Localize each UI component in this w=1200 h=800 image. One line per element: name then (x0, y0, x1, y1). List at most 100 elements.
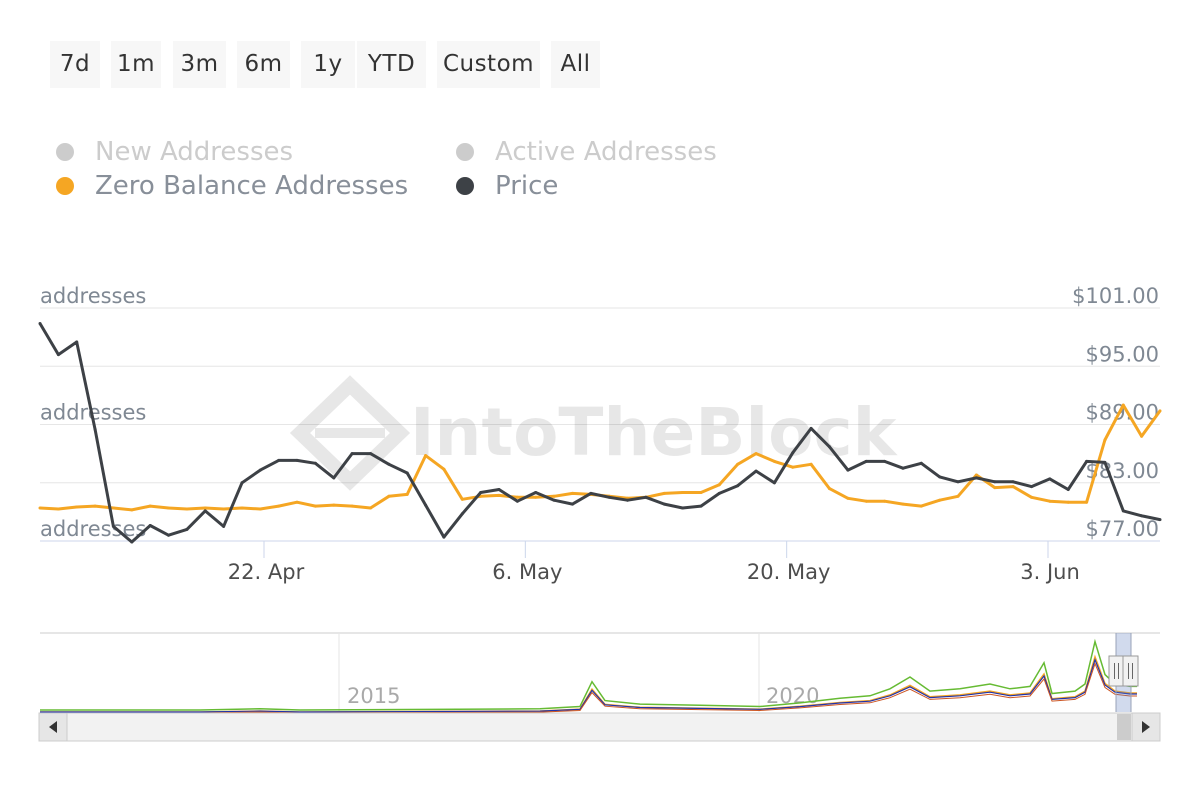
scrollbar-thumb[interactable] (1117, 714, 1131, 740)
data-point-price (589, 491, 593, 495)
range-button-3m[interactable]: 3m (173, 41, 226, 88)
range-button-7d[interactable]: 7d (50, 41, 100, 88)
data-point-zero-balance-addresses (846, 496, 850, 500)
navigator-handle[interactable] (1108, 655, 1125, 687)
data-point-zero-balance-addresses (1121, 403, 1125, 407)
range-button-custom[interactable]: Custom (437, 41, 540, 88)
data-point-zero-balance-addresses (974, 473, 978, 477)
data-point-zero-balance-addresses (791, 465, 795, 469)
data-point-zero-balance-addresses (864, 499, 868, 503)
range-button-1y[interactable]: 1y (301, 41, 355, 88)
data-point-price (809, 426, 813, 430)
legend-label: Active Addresses (495, 137, 717, 167)
data-point-price (295, 458, 299, 462)
data-point-zero-balance-addresses (662, 491, 666, 495)
legend-marker-icon (456, 177, 474, 195)
data-point-price (644, 495, 648, 499)
data-point-zero-balance-addresses (350, 504, 354, 508)
data-point-price (1158, 518, 1162, 522)
data-point-zero-balance-addresses (167, 506, 170, 510)
data-point-zero-balance-addresses (809, 462, 813, 466)
data-point-zero-balance-addresses (111, 506, 115, 510)
range-button-all[interactable]: All (551, 41, 600, 88)
x-axis-label: 22. Apr (228, 560, 305, 584)
handle-grip-icon (1108, 655, 1125, 687)
navigator-handle[interactable] (1122, 655, 1139, 687)
range-button-ytd[interactable]: YTD (357, 41, 426, 88)
data-point-zero-balance-addresses (38, 506, 42, 510)
data-point-zero-balance-addresses (424, 454, 428, 458)
data-point-price (534, 491, 538, 494)
left-axis-label: addresses (40, 517, 146, 541)
data-point-zero-balance-addresses (56, 507, 60, 511)
data-point-price (956, 480, 960, 484)
data-point-price (699, 504, 703, 508)
data-point-zero-balance-addresses (1030, 495, 1033, 499)
data-point-price (846, 468, 850, 472)
data-point-zero-balance-addresses (699, 491, 703, 494)
navigator-series-line (40, 654, 1137, 713)
data-point-price (607, 495, 611, 499)
legend-marker-icon (56, 177, 74, 195)
data-point-zero-balance-addresses (148, 504, 152, 508)
data-point-zero-balance-addresses (497, 493, 501, 497)
data-point-zero-balance-addresses (1066, 500, 1070, 504)
data-point-price (1121, 509, 1125, 513)
data-point-price (479, 491, 483, 494)
legend-label: Price (495, 171, 559, 201)
data-point-price (1085, 459, 1089, 463)
legend-label: Zero Balance Addresses (95, 171, 409, 201)
data-point-zero-balance-addresses (405, 492, 409, 496)
watermark-text: IntoTheBlock (410, 394, 899, 471)
left-axis-label: addresses (40, 284, 146, 308)
range-button-1m[interactable]: 1m (111, 41, 161, 88)
right-axis-label: $77.00 (1086, 517, 1159, 541)
data-point-price (993, 480, 997, 484)
legend-marker-icon (56, 143, 74, 161)
data-point-price (1066, 488, 1070, 491)
data-point-zero-balance-addresses (1140, 434, 1144, 438)
data-point-price (1048, 477, 1052, 481)
data-point-price (240, 481, 244, 485)
data-point-zero-balance-addresses (1158, 409, 1162, 413)
data-point-zero-balance-addresses (460, 497, 464, 501)
data-point-zero-balance-addresses (552, 494, 556, 498)
data-point-price (552, 498, 556, 502)
navigator-series-line (40, 638, 1137, 711)
data-point-price (736, 484, 740, 488)
x-axis-label: 3. Jun (1020, 560, 1080, 584)
data-point-zero-balance-addresses (258, 507, 262, 511)
legend-label: New Addresses (95, 137, 294, 167)
data-point-price (919, 461, 923, 465)
data-point-zero-balance-addresses (901, 502, 905, 506)
data-point-price (883, 459, 887, 463)
data-point-price (828, 445, 831, 449)
data-point-zero-balance-addresses (1011, 485, 1015, 489)
data-point-zero-balance-addresses (203, 506, 207, 510)
data-point-zero-balance-addresses (1048, 499, 1052, 503)
data-point-price (772, 481, 776, 485)
series-line-price (38, 322, 1161, 544)
data-point-zero-balance-addresses (277, 504, 281, 508)
data-point-price (938, 475, 942, 479)
data-point-price (130, 540, 134, 544)
data-point-price (864, 459, 868, 463)
data-point-zero-balance-addresses (240, 506, 244, 510)
data-point-zero-balance-addresses (332, 503, 336, 507)
data-point-zero-balance-addresses (736, 462, 740, 466)
data-point-zero-balance-addresses (295, 500, 299, 504)
data-point-price (203, 509, 207, 513)
data-point-zero-balance-addresses (313, 504, 317, 508)
data-point-zero-balance-addresses (534, 495, 538, 499)
data-point-price (277, 458, 281, 462)
data-point-zero-balance-addresses (222, 507, 226, 511)
range-button-6m[interactable]: 6m (237, 41, 290, 88)
data-point-zero-balance-addresses (754, 452, 758, 456)
data-point-price (185, 527, 189, 531)
data-point-price (626, 498, 629, 502)
right-axis-label: $101.00 (1072, 284, 1159, 308)
data-point-zero-balance-addresses (93, 504, 97, 508)
data-point-price (369, 452, 372, 456)
data-point-price (222, 524, 226, 528)
data-point-price (1011, 480, 1015, 484)
